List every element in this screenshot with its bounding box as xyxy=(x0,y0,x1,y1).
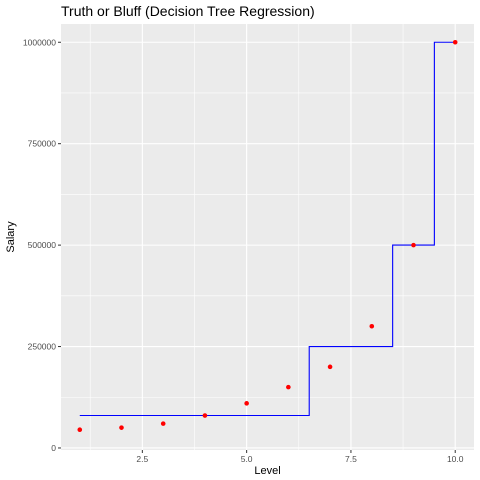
x-tick-label: 10.0 xyxy=(447,454,464,464)
chart-title: Truth or Bluff (Decision Tree Regression… xyxy=(61,3,315,19)
data-point xyxy=(203,413,208,418)
y-tick-label: 750000 xyxy=(28,139,57,149)
data-point xyxy=(286,385,291,390)
x-axis: 2.5 5.0 7.5 10.0 xyxy=(136,450,463,464)
x-axis-title: Level xyxy=(254,465,280,477)
x-tick-label: 7.5 xyxy=(345,454,357,464)
y-tick-label: 500000 xyxy=(28,240,57,250)
x-tick-label: 2.5 xyxy=(136,454,148,464)
y-tick-label: 1000000 xyxy=(23,37,56,47)
data-point xyxy=(77,427,82,432)
data-point xyxy=(453,40,458,45)
data-point xyxy=(369,324,374,329)
data-point xyxy=(244,401,249,406)
data-point xyxy=(161,421,166,426)
data-point xyxy=(328,365,333,370)
y-tick-label: 250000 xyxy=(28,342,57,352)
y-axis-title: Salary xyxy=(5,221,17,253)
data-point xyxy=(411,243,416,248)
y-axis: 0 250000 500000 750000 1000000 xyxy=(23,37,61,453)
plot-panel xyxy=(61,24,474,450)
y-tick-label: 0 xyxy=(51,443,56,453)
x-tick-label: 5.0 xyxy=(241,454,253,464)
data-point xyxy=(119,425,124,430)
